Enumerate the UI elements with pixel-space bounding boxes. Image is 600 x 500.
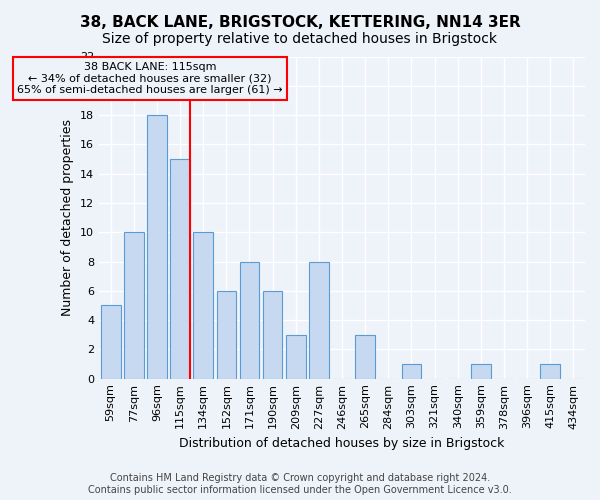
Bar — [101, 306, 121, 378]
Bar — [355, 334, 375, 378]
Bar — [170, 159, 190, 378]
Bar — [124, 232, 143, 378]
Bar — [541, 364, 560, 378]
Bar — [309, 262, 329, 378]
Bar — [239, 262, 259, 378]
Bar — [147, 115, 167, 378]
Bar — [471, 364, 491, 378]
Text: Contains HM Land Registry data © Crown copyright and database right 2024.
Contai: Contains HM Land Registry data © Crown c… — [88, 474, 512, 495]
Bar — [263, 291, 283, 378]
Y-axis label: Number of detached properties: Number of detached properties — [61, 119, 74, 316]
Text: Size of property relative to detached houses in Brigstock: Size of property relative to detached ho… — [103, 32, 497, 46]
X-axis label: Distribution of detached houses by size in Brigstock: Distribution of detached houses by size … — [179, 437, 505, 450]
Bar — [193, 232, 213, 378]
Bar — [286, 334, 305, 378]
Text: 38, BACK LANE, BRIGSTOCK, KETTERING, NN14 3ER: 38, BACK LANE, BRIGSTOCK, KETTERING, NN1… — [80, 15, 520, 30]
Bar — [401, 364, 421, 378]
Bar — [217, 291, 236, 378]
Text: 38 BACK LANE: 115sqm
← 34% of detached houses are smaller (32)
65% of semi-detac: 38 BACK LANE: 115sqm ← 34% of detached h… — [17, 62, 283, 95]
